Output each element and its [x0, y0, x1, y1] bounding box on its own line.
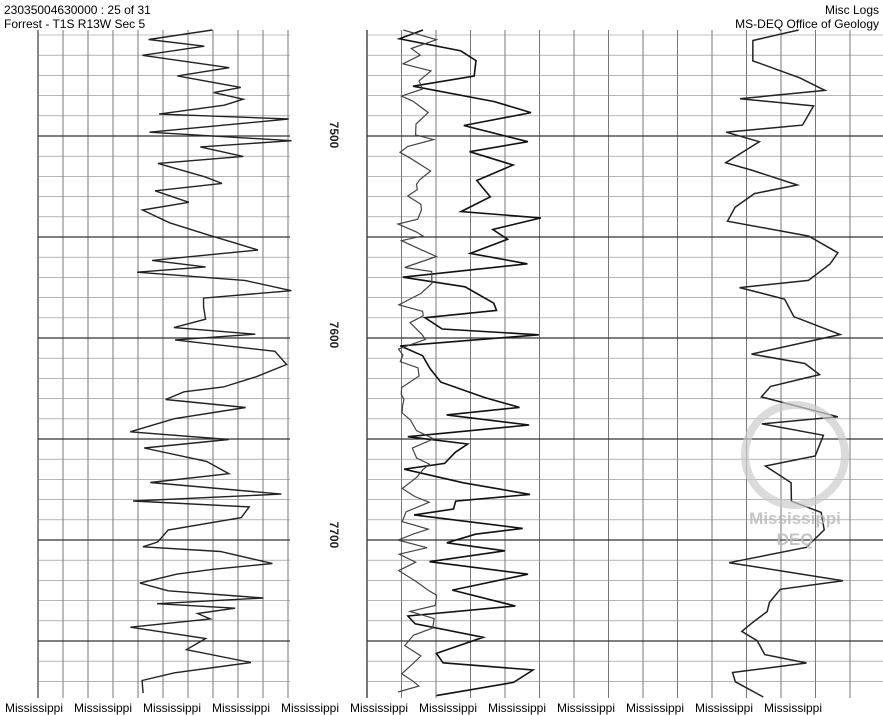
agency: MS-DEQ Office of Geology: [735, 17, 879, 31]
log-curve: [396, 29, 542, 697]
footer-label: Mississippi: [74, 701, 132, 715]
watermark-text: Mississippi: [749, 509, 841, 528]
footer-bar: [0, 699, 883, 715]
header-left: 23035004630000 : 25 of 31 Forrest - T1S …: [4, 3, 151, 31]
log-curve: [723, 29, 844, 698]
footer-label: Mississippi: [488, 701, 546, 715]
footer-label: Mississippi: [5, 701, 63, 715]
header-right: Misc Logs MS-DEQ Office of Geology: [735, 3, 879, 31]
watermark-logo: [741, 401, 849, 509]
depth-label: 7500: [327, 122, 341, 149]
location: Forrest - T1S R13W Sec 5: [4, 17, 146, 31]
footer-label: Mississippi: [350, 701, 408, 715]
well-id: 23035004630000 : 25 of 31: [4, 3, 151, 17]
footer-label: Mississippi: [212, 701, 270, 715]
log-curve: [130, 29, 292, 694]
depth-label: 7700: [327, 522, 341, 549]
footer-label: Mississippi: [281, 701, 339, 715]
footer-label: Mississippi: [143, 701, 201, 715]
footer-label: Mississippi: [626, 701, 684, 715]
log-curve: [396, 29, 439, 693]
footer-label: Mississippi: [695, 701, 753, 715]
footer-label: Mississippi: [419, 701, 477, 715]
footer-label: Mississippi: [764, 701, 822, 715]
footer-label: Mississippi: [557, 701, 615, 715]
depth-label: 7600: [327, 322, 341, 349]
watermark-text: DEQ: [777, 530, 814, 549]
log-type: Misc Logs: [824, 3, 879, 17]
